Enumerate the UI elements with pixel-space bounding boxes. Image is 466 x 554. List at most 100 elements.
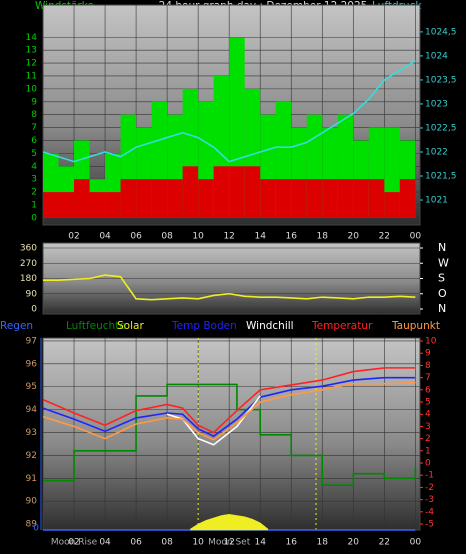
x-tick-label: 14 [254,538,266,548]
wind-bar [120,179,137,218]
x-tick-label: 18 [317,538,329,548]
x-tick-label: 04 [99,538,111,548]
wind-bar [291,179,307,218]
legend-label: Temperatur [311,320,373,332]
y-tick-label: 97 [26,336,37,346]
y2-tick-label: W [438,256,449,269]
y2-tick-label: 1021 [425,196,448,206]
x-tick-label: 02 [68,232,79,242]
x-tick-label: 18 [317,232,329,242]
y2-tick-label: 4 [425,410,431,420]
y-tick-label: 270 [20,259,37,269]
moon-marker: Moon Set [208,538,251,548]
x-tick-label: 12 [223,232,234,242]
x-tick-label: 20 [348,538,360,548]
y2-tick-label: 0 [425,459,431,469]
y-tick-label: 0 [31,213,37,223]
wind-bar [89,192,106,218]
y-tick-label: 6 [31,136,37,146]
y-tick-label: 180 [20,274,37,284]
wind-bar [353,179,369,218]
y2-tick-label: -1 [425,471,434,481]
plot-background [42,337,421,531]
y2-tick-label: 1022,5 [425,123,457,133]
wind-bar [182,166,199,218]
y-tick-label: 11 [26,71,37,81]
y2-tick-label: S [438,272,445,285]
line [42,60,416,163]
y3-tick-label: 0 [33,524,39,534]
y-tick-label: 95 [26,382,37,392]
y2-tick-label: -3 [425,495,434,505]
wind-bar [229,166,245,218]
y-tick-label: 8 [31,110,37,120]
y2-tick-label: 1024,5 [425,27,457,37]
y-tick-label: 14 [26,33,38,43]
x-tick-label: 16 [286,538,298,548]
wind-bar [198,179,214,218]
y-tick-label: 13 [26,46,37,56]
wind-bar [58,192,75,218]
moon-marker: Moon Rise [51,538,98,548]
legend-label: Taupunkt [391,320,440,332]
wind-bar [337,179,354,218]
x-tick-label: 22 [379,538,390,548]
y-tick-label: 92 [26,451,37,461]
x-tick-label: 10 [192,232,204,242]
y-tick-label: 12 [26,59,37,69]
y2-tick-label: 3 [425,422,431,432]
wind-bar [260,179,276,218]
y-tick-label: 9 [31,97,37,107]
y2-tick-label: 6 [425,385,431,395]
y2-tick-label: 1021,5 [425,172,457,182]
x-tick-label: 06 [130,538,142,548]
x-tick-label: 22 [379,232,390,242]
y-tick-label: 89 [26,520,38,530]
y-tick-label: 2 [31,188,37,198]
wind-bar [368,179,385,218]
line [42,381,416,441]
wind-bar [43,192,59,218]
x-tick-label: 20 [348,232,360,242]
wind-bar [322,179,338,218]
wind-bar [213,166,230,218]
y2-tick-label: 7 [425,373,431,383]
y-tick-label: 93 [26,428,37,438]
wind-bar [151,179,168,218]
y2-tick-label: 1024 [425,51,448,61]
wind-bar [136,179,152,218]
y2-tick-label: N [438,302,446,315]
y2-tick-label: -5 [425,520,434,530]
y2-tick-label: 1022 [425,147,448,157]
x-tick-label: 16 [286,232,298,242]
wind-bar [105,192,121,218]
y2-tick-label: 9 [425,349,431,359]
y2-tick-label: 2 [425,434,431,444]
wind-bar [399,179,416,218]
y-tick-label: 91 [26,474,37,484]
legend-label: Windchill [246,320,294,332]
x-tick-label: 06 [130,232,142,242]
y-tick-label: 4 [31,162,37,172]
legend-label: Temp Boden [171,320,237,332]
x-tick-label: 12 [223,538,234,548]
legend-label: Luftfeuchte [66,320,126,332]
y-tick-label: 96 [26,359,38,369]
y-tick-label: 360 [20,244,37,254]
y2-tick-label: 1023,5 [425,75,457,85]
x-tick-label: 04 [99,232,111,242]
y2-tick-label: O [438,287,447,300]
y2-tick-label: -2 [425,483,434,493]
x-tick-label: 02 [68,538,79,548]
legend-label: Regen [0,320,33,332]
y-tick-label: 10 [26,84,38,94]
y-tick-label: 90 [26,497,38,507]
area [190,514,269,531]
y2-tick-label: 5 [425,398,431,408]
y-tick-label: 0 [31,305,37,315]
y-tick-label: 5 [31,149,37,159]
x-tick-label: 10 [192,538,204,548]
line [42,367,416,434]
